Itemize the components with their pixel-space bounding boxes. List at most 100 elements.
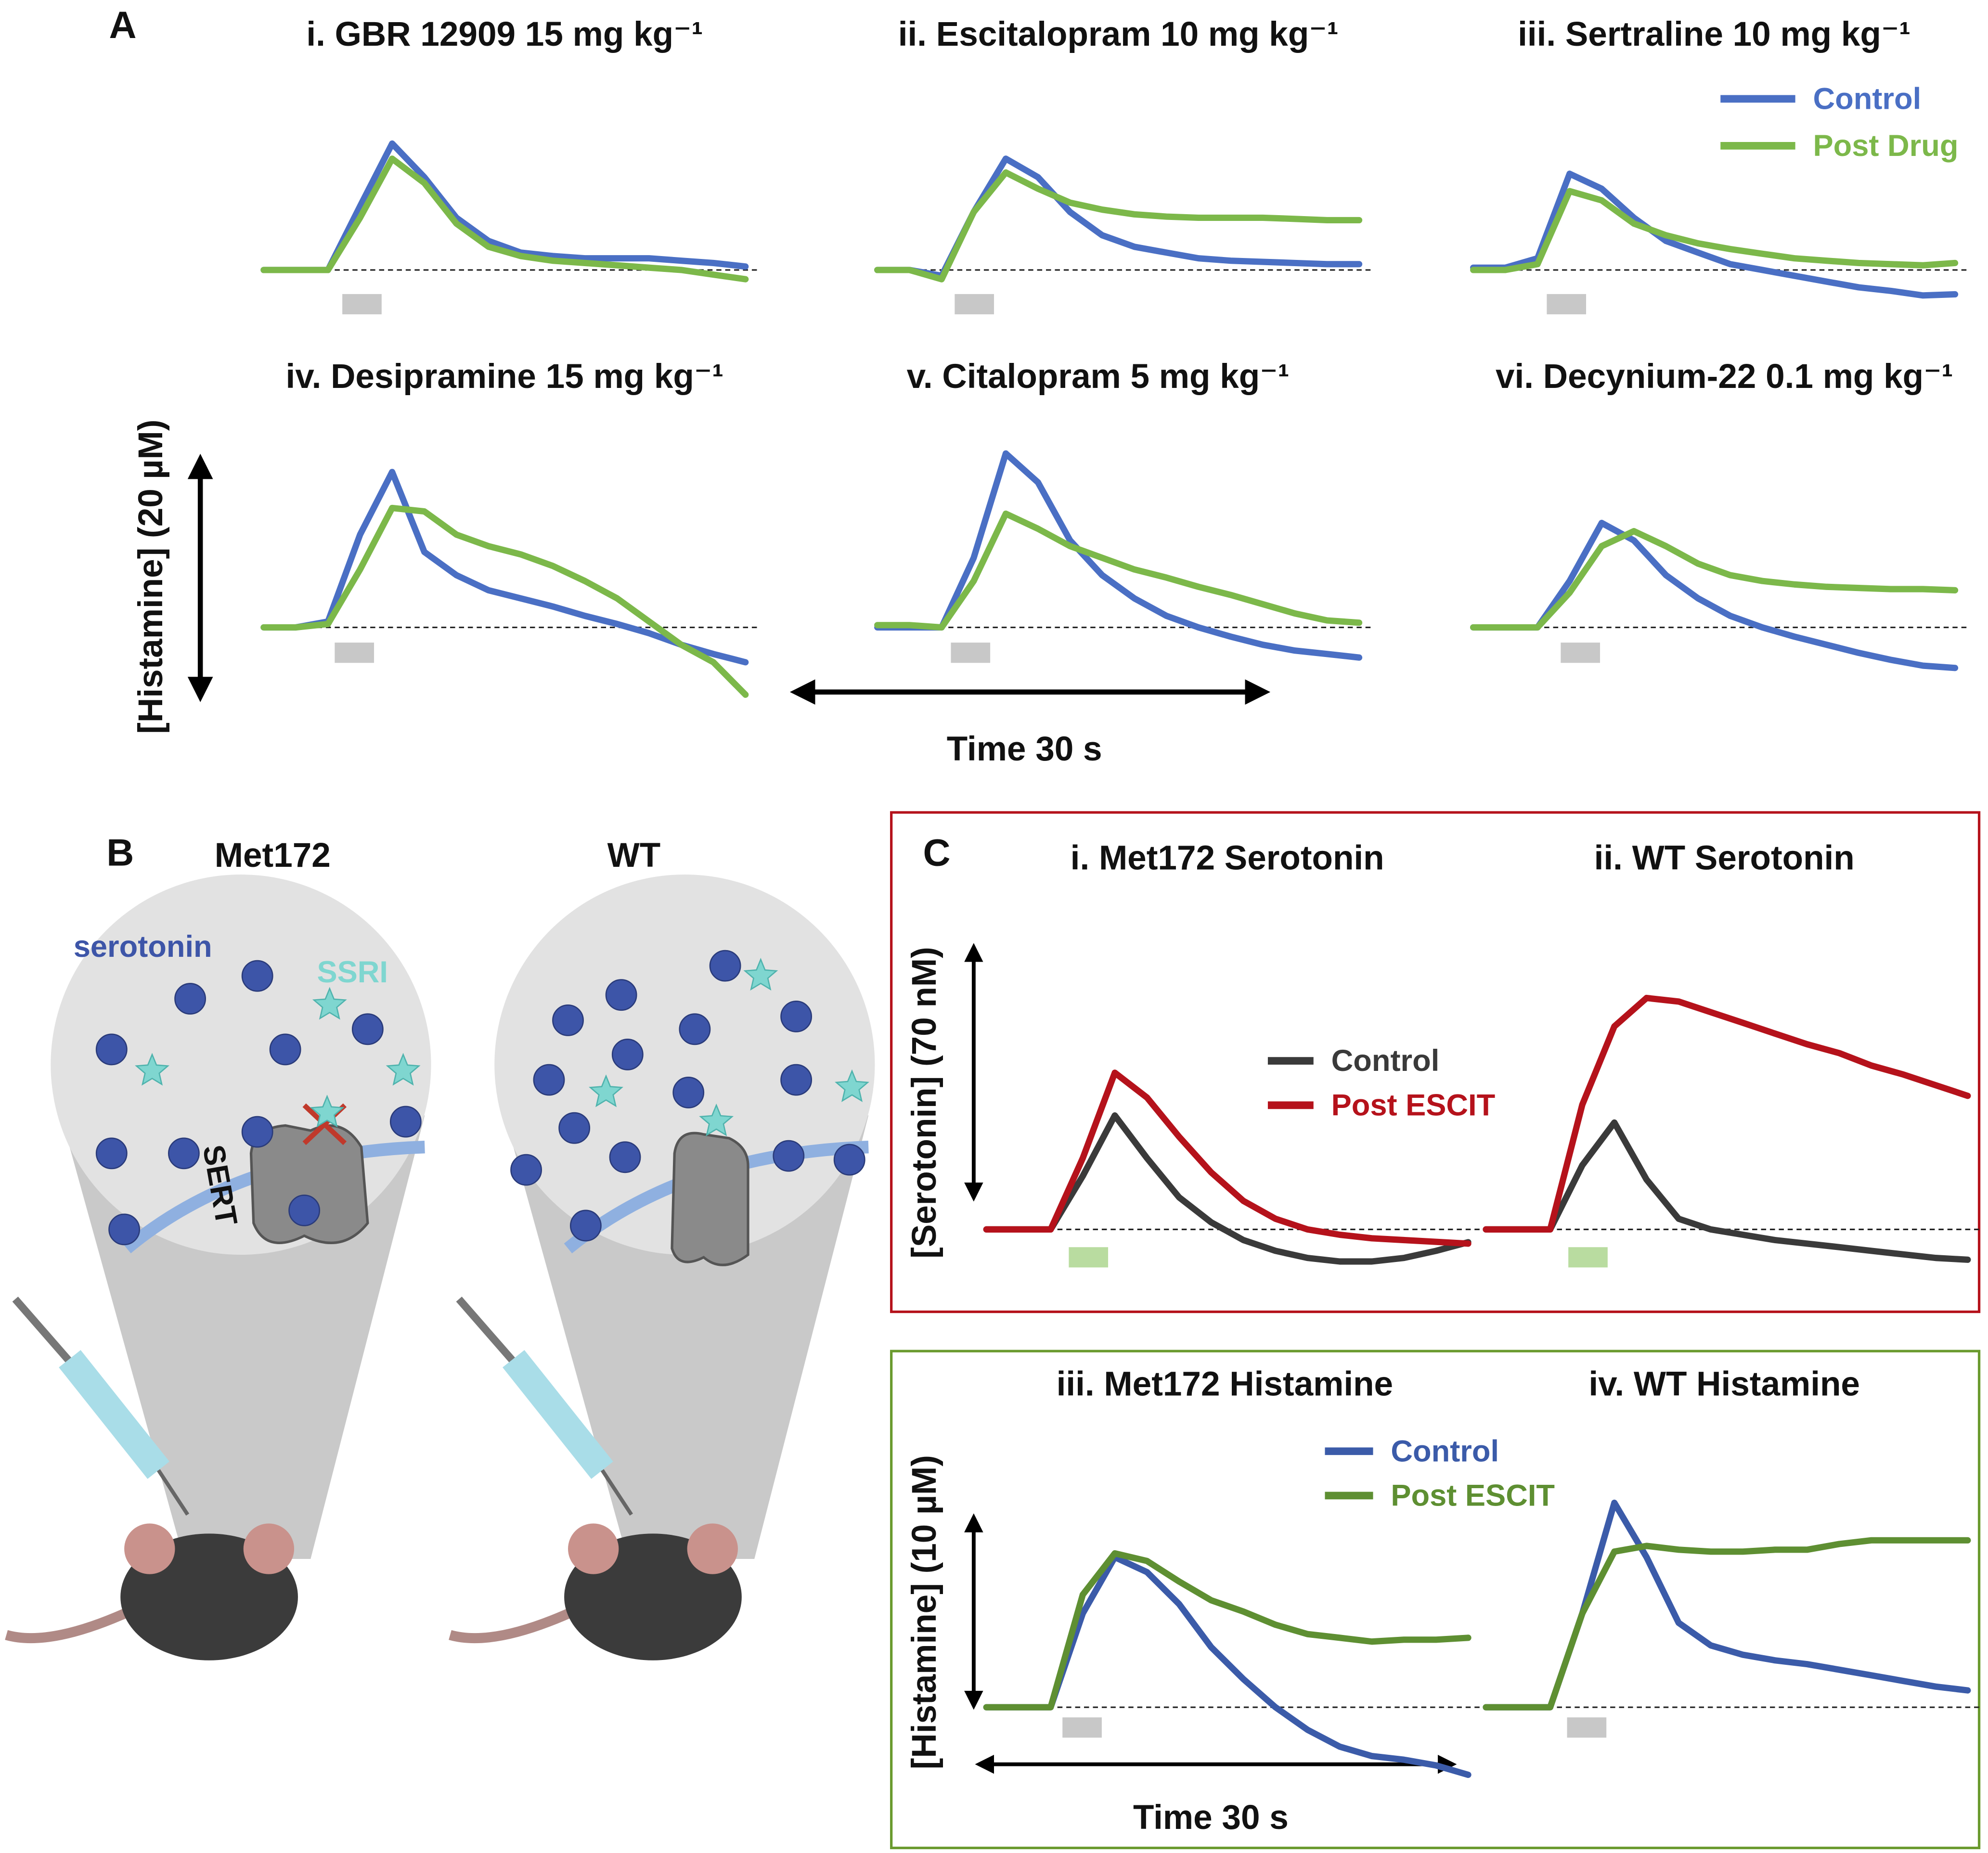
trace <box>874 450 1363 661</box>
mouse-ear <box>687 1523 738 1574</box>
ssri-star <box>312 987 347 1020</box>
trace <box>260 155 749 283</box>
panel-frame <box>890 811 1981 1313</box>
ssri-star <box>835 1069 869 1102</box>
serotonin-dot <box>609 1141 641 1173</box>
mouse-ear <box>568 1523 619 1574</box>
serotonin-dot <box>605 979 637 1011</box>
syringe-barrel <box>503 1350 613 1479</box>
chart-title: iii. Met172 Histamine <box>1057 1365 1393 1403</box>
diagram-title: WT <box>607 836 661 875</box>
serotonin-dot <box>569 1210 602 1242</box>
syringe-plunger <box>456 1297 523 1372</box>
ssri-star <box>743 957 778 991</box>
syringe-barrel <box>59 1350 169 1479</box>
trace <box>1470 519 1959 671</box>
diagram-label: serotonin <box>74 930 212 964</box>
chart-title: i. GBR 12909 15 mg kg⁻¹ <box>306 15 703 53</box>
trace <box>1483 1119 1971 1263</box>
panel-frame <box>890 1350 1981 1850</box>
ssri-star <box>310 1094 345 1128</box>
trace <box>1483 1537 1971 1711</box>
scale-label: [Histamine] (10 µM) <box>905 1455 943 1769</box>
chart-title: vi. Decynium-22 0.1 mg kg⁻¹ <box>1496 358 1953 396</box>
scale-label: [Serotonin] (70 nM) <box>905 947 943 1259</box>
legend-label: Post Drug <box>1813 129 1959 163</box>
panel-label: A <box>109 3 137 46</box>
serotonin-dot <box>174 983 207 1015</box>
mouse-tail <box>5 1605 135 1644</box>
serotonin-dot <box>108 1213 141 1246</box>
stimulus-bar <box>1568 1247 1608 1268</box>
trace <box>1470 528 1959 631</box>
legend-label: Post ESCIT <box>1391 1479 1555 1512</box>
serotonin-dot <box>709 950 741 982</box>
transporter <box>671 1132 749 1266</box>
syringe-plunger <box>12 1297 79 1372</box>
legend-label: Control <box>1331 1044 1440 1078</box>
trace <box>983 1550 1472 1711</box>
diagram: Met172 WT serotonin SSRI SERT <box>5 836 875 1660</box>
serotonin-dot <box>389 1106 422 1138</box>
stimulus-bar <box>342 294 382 315</box>
legend-label: Post ESCIT <box>1331 1088 1496 1122</box>
trace <box>1470 188 1959 273</box>
trace <box>874 169 1363 283</box>
serotonin-dot <box>552 1004 584 1036</box>
scale-label: Time 30 s <box>947 730 1102 768</box>
mouse <box>449 1523 742 1660</box>
syringe-needle <box>156 1469 190 1516</box>
serotonin-dot <box>168 1137 200 1170</box>
trace <box>1470 170 1959 299</box>
chart-title: ii. WT Serotonin <box>1594 839 1855 877</box>
stimulus-bar <box>1547 294 1587 315</box>
serotonin-dot <box>833 1144 865 1176</box>
chart-title: iv. Desipramine 15 mg kg⁻¹ <box>286 358 724 396</box>
stimulus-bar <box>1062 1717 1102 1738</box>
stimulus-bar <box>1069 1247 1109 1268</box>
ssri-star <box>386 1053 421 1086</box>
scale-label: Time 30 s <box>1133 1799 1289 1837</box>
legend-label: Control <box>1813 82 1922 116</box>
scale-label: [Histamine] (20 µM) <box>132 420 170 734</box>
serotonin-dot <box>533 1064 565 1096</box>
trace <box>983 1554 1472 1778</box>
stimulus-bar <box>1567 1717 1607 1738</box>
trace <box>1483 994 1971 1233</box>
stimulus-bar <box>335 643 374 663</box>
diagram-title: Met172 <box>215 836 331 875</box>
trace <box>260 504 749 698</box>
serotonin-dot <box>558 1112 591 1144</box>
serotonin-dot <box>95 1137 128 1170</box>
ssri-star <box>135 1053 170 1086</box>
mouse-ear <box>243 1523 295 1574</box>
transporter <box>249 1124 369 1244</box>
mouse <box>5 1523 298 1660</box>
panel-label: B <box>106 831 134 874</box>
chart-title: iii. Sertraline 10 mg kg⁻¹ <box>1518 15 1911 53</box>
chart-title: i. Met172 Serotonin <box>1071 839 1384 877</box>
serotonin-dot <box>672 1077 705 1108</box>
serotonin-dot <box>611 1039 644 1070</box>
mouse-ear <box>124 1523 175 1574</box>
mouse-tail <box>449 1605 579 1644</box>
trace <box>983 1069 1472 1247</box>
ssri-star <box>699 1103 734 1136</box>
chart-title: iv. WT Histamine <box>1588 1365 1860 1403</box>
serotonin-dot <box>269 1033 301 1066</box>
stimulus-bar <box>1561 643 1601 663</box>
stimulus-bar <box>955 294 994 315</box>
stimulus-bar <box>951 643 991 663</box>
syringe <box>12 1297 190 1516</box>
serotonin-dot <box>241 1116 273 1148</box>
serotonin-dot <box>241 960 273 992</box>
serotonin-dot <box>95 1033 128 1066</box>
chart-title: v. Citalopram 5 mg kg⁻¹ <box>907 358 1290 396</box>
serotonin-dot <box>780 1001 813 1032</box>
ssri-star <box>589 1074 623 1107</box>
panel-label: C <box>923 831 951 874</box>
serotonin-dot <box>780 1064 813 1096</box>
chart-title: ii. Escitalopram 10 mg kg⁻¹ <box>898 15 1339 53</box>
trace <box>983 1112 1472 1265</box>
